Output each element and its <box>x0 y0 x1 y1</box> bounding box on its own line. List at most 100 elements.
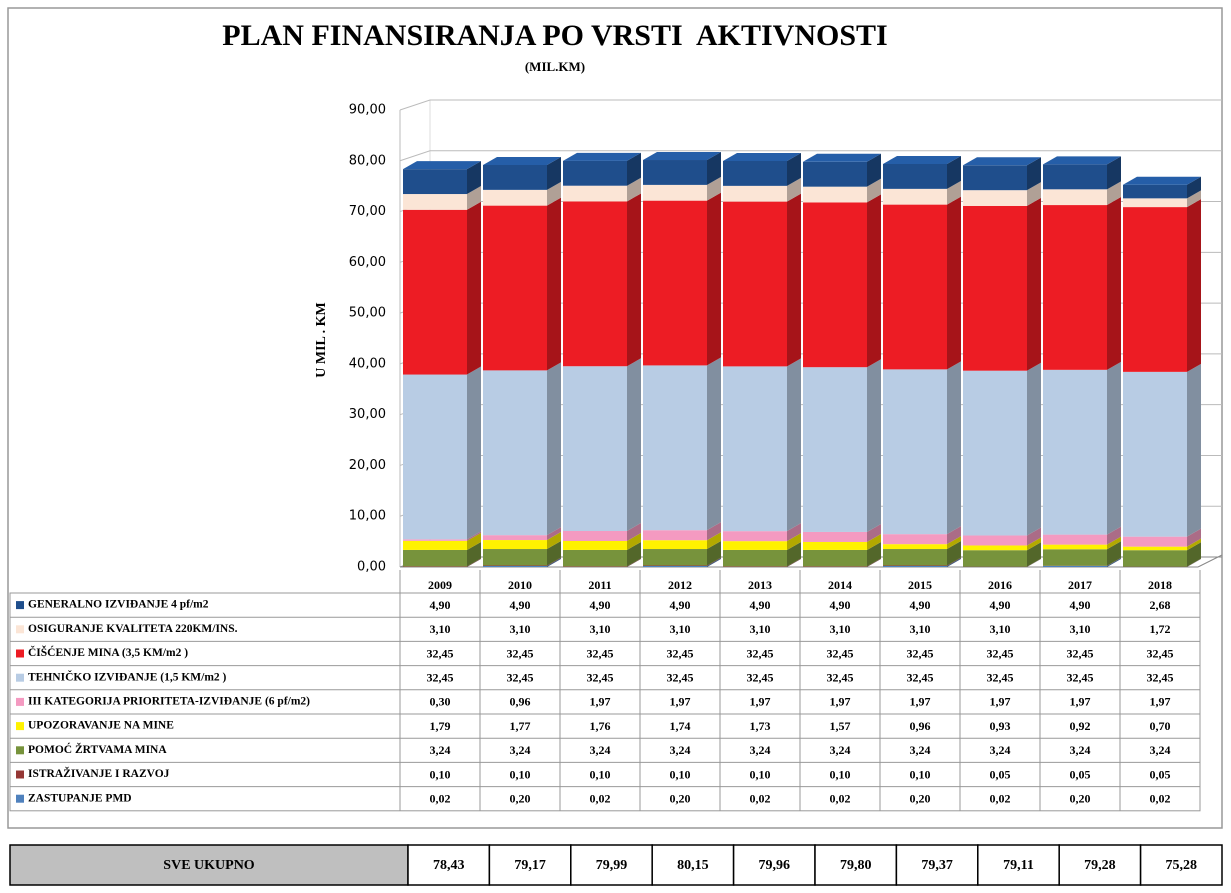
data-label: 4,90 <box>430 598 451 612</box>
bar-side <box>707 541 721 566</box>
bar-side <box>1107 541 1121 566</box>
bar <box>1123 207 1187 372</box>
bar-side <box>707 557 721 567</box>
bar-side <box>867 523 881 542</box>
data-label: 0,10 <box>830 767 851 781</box>
bar-side <box>467 541 481 567</box>
x-tick-label: 2013 <box>748 578 772 592</box>
bar-side <box>947 196 961 370</box>
bar-side <box>867 541 881 567</box>
data-label: 4,90 <box>510 598 531 612</box>
bar-side <box>627 533 641 550</box>
bar <box>883 188 947 205</box>
x-tick-label: 2016 <box>988 578 1012 592</box>
legend-swatch <box>16 770 24 779</box>
total-value: 79,96 <box>759 858 791 873</box>
bar <box>563 366 627 531</box>
bar <box>643 530 707 541</box>
bar <box>803 531 867 542</box>
bar <box>1043 544 1107 550</box>
data-label: 3,24 <box>430 743 451 757</box>
data-label: 0,02 <box>990 791 1011 805</box>
bar <box>643 184 707 201</box>
bar-side <box>627 541 641 567</box>
data-label: 1,97 <box>590 695 611 709</box>
y-tick-label: 60,00 <box>349 255 386 270</box>
bar-side <box>707 522 721 541</box>
legend-label: ZASTUPANJE PMD <box>28 792 132 804</box>
bar-side <box>547 557 561 567</box>
data-label: 0,10 <box>430 767 451 781</box>
data-label: 0,96 <box>510 695 531 709</box>
bar-side <box>467 558 481 567</box>
bar-top <box>643 152 721 161</box>
data-label: 0,70 <box>1150 719 1171 733</box>
bar-side <box>1107 536 1121 550</box>
data-label: 4,90 <box>1070 598 1091 612</box>
bar-side <box>1107 557 1121 567</box>
bar-top <box>483 156 561 165</box>
bar-side <box>1107 526 1121 545</box>
y-tick-label: 50,00 <box>349 306 386 321</box>
bar <box>563 160 627 186</box>
y-tick-label: 90,00 <box>349 103 386 118</box>
bar-side <box>1027 197 1041 371</box>
bar <box>883 549 947 566</box>
data-label: 3,24 <box>830 743 851 757</box>
data-label: 3,24 <box>510 743 531 757</box>
bar-side <box>1187 558 1201 567</box>
bar <box>483 540 547 550</box>
bar-side <box>1027 558 1041 567</box>
x-tick-label: 2009 <box>428 578 452 592</box>
bar-side <box>787 558 801 567</box>
data-label: 3,24 <box>910 743 931 757</box>
data-label: 3,24 <box>590 743 611 757</box>
bar <box>723 366 787 532</box>
bar <box>403 374 467 540</box>
bar <box>723 531 787 542</box>
x-tick-label: 2010 <box>508 578 532 592</box>
bar <box>483 164 547 190</box>
bar <box>1123 198 1187 208</box>
legend-label: TEHNIČKO IZVIĐANJE (1,5 KM/m2 ) <box>28 669 227 683</box>
data-label: 3,10 <box>990 622 1011 636</box>
bar-side <box>467 532 481 550</box>
bar-side <box>547 197 561 371</box>
legend-swatch <box>16 746 24 755</box>
data-label: 0,96 <box>910 719 931 733</box>
bar <box>403 566 467 567</box>
bar-side <box>787 523 801 542</box>
bar <box>803 549 867 567</box>
bar-side <box>547 156 561 190</box>
bar-side <box>467 186 481 210</box>
legend-swatch <box>16 601 24 610</box>
data-label: 32,45 <box>427 670 454 684</box>
data-label: 32,45 <box>987 646 1014 660</box>
bar-side <box>707 192 721 366</box>
bar <box>963 190 1027 206</box>
legend-swatch <box>16 625 24 634</box>
bar-side <box>1107 197 1121 370</box>
bar-side <box>1027 537 1041 551</box>
data-label: 1,76 <box>590 719 611 733</box>
data-label: 3,24 <box>990 743 1011 757</box>
bar-side <box>867 359 881 532</box>
total-cell <box>977 844 1060 886</box>
bar-side <box>947 557 961 567</box>
legend-label: POMOĆ ŽRTVAMA MINA <box>28 742 167 756</box>
bar <box>1123 371 1187 537</box>
total-value: 78,43 <box>433 858 465 873</box>
bar <box>483 189 547 206</box>
bar <box>723 201 787 367</box>
bar <box>883 204 947 370</box>
bar-side <box>1107 156 1121 190</box>
bar <box>643 549 707 566</box>
data-label: 32,45 <box>1147 670 1174 684</box>
x-tick-label: 2012 <box>668 578 692 592</box>
bar <box>483 565 547 567</box>
bar-top <box>1123 176 1201 185</box>
bar <box>723 566 787 567</box>
bar <box>643 365 707 531</box>
bar-side <box>947 536 961 550</box>
total-cell <box>1139 844 1223 886</box>
